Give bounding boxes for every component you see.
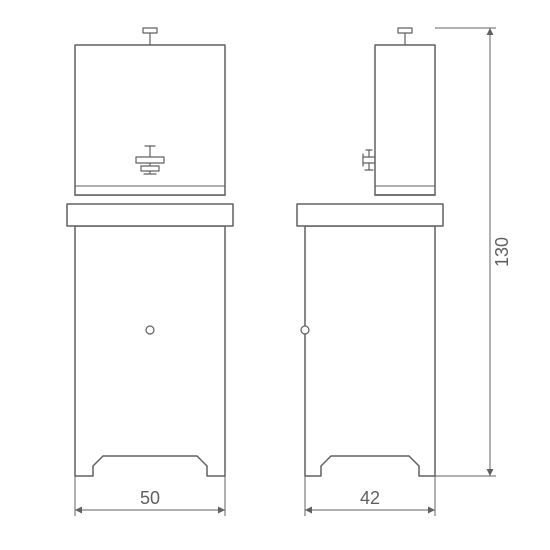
dim-label: 50 (140, 488, 160, 508)
dim-label: 42 (360, 488, 380, 508)
dim-label: 130 (492, 237, 512, 267)
technical-drawing: 50 42 130 (0, 0, 550, 550)
